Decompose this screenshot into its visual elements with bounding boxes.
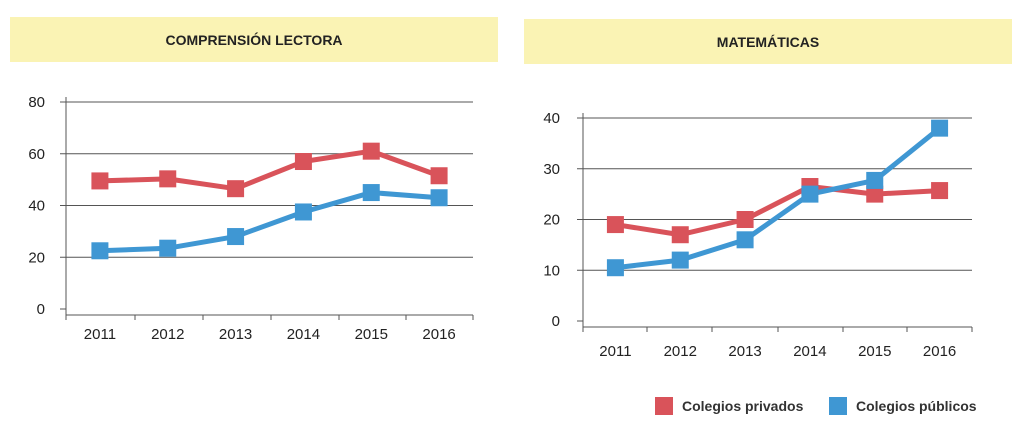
chart-title-comprension: COMPRENSIÓN LECTORA — [10, 17, 498, 62]
data-point-lectura-publicos-2013 — [227, 228, 245, 246]
data-point-mate-publicos-2015 — [866, 171, 884, 189]
legend-item-privados: Colegios privados — [655, 397, 803, 415]
data-point-mate-privados-2016 — [931, 182, 949, 200]
chart-title-matematicas: MATEMÁTICAS — [524, 19, 1012, 64]
xtick-label-lectura-2014: 2014 — [287, 326, 320, 343]
ytick-label-mate-20: 20 — [543, 212, 560, 229]
legend-item-publicos: Colegios públicos — [829, 397, 977, 415]
data-point-mate-publicos-2016 — [931, 119, 949, 137]
xtick-label-lectura-2015: 2015 — [355, 326, 388, 343]
ytick-label-lectura-20: 20 — [28, 249, 45, 266]
xtick-label-lectura-2012: 2012 — [151, 326, 184, 343]
data-point-lectura-privados-2013 — [227, 180, 245, 198]
ytick-label-mate-10: 10 — [543, 262, 560, 279]
data-point-mate-publicos-2012 — [671, 251, 689, 269]
data-point-mate-privados-2013 — [736, 211, 754, 228]
ytick-label-lectura-80: 80 — [28, 94, 45, 111]
xtick-label-mate-2016: 2016 — [923, 343, 956, 360]
data-point-lectura-publicos-2012 — [159, 239, 177, 257]
ytick-label-lectura-60: 60 — [28, 146, 45, 163]
data-point-mate-publicos-2011 — [606, 259, 624, 277]
series-line-mate-publicos — [615, 126, 942, 271]
data-point-lectura-privados-2012 — [159, 170, 177, 188]
data-point-mate-publicos-2013 — [736, 231, 754, 249]
data-point-mate-privados-2011 — [606, 216, 624, 234]
data-point-lectura-privados-2011 — [91, 172, 109, 190]
legend-label-publicos: Colegios públicos — [856, 398, 977, 414]
data-point-lectura-publicos-2015 — [362, 184, 380, 202]
series-line-lectura-publicos — [99, 190, 440, 254]
ytick-label-lectura-40: 40 — [28, 198, 45, 215]
data-point-mate-privados-2015 — [866, 185, 884, 203]
xtick-label-mate-2013: 2013 — [728, 343, 761, 360]
xtick-label-mate-2011: 2011 — [599, 343, 631, 360]
ytick-label-mate-30: 30 — [543, 161, 560, 178]
legend-swatch-publicos — [829, 397, 847, 415]
data-point-mate-publicos-2014 — [801, 185, 819, 203]
data-point-lectura-privados-2015 — [362, 142, 380, 160]
ytick-label-mate-0: 0 — [552, 313, 560, 330]
xtick-label-mate-2012: 2012 — [664, 343, 697, 360]
data-point-lectura-publicos-2011 — [91, 242, 109, 260]
data-point-lectura-privados-2014 — [294, 153, 312, 171]
series-line-mate-privados — [615, 184, 940, 238]
xtick-label-mate-2015: 2015 — [858, 343, 891, 360]
legend-label-privados: Colegios privados — [682, 398, 804, 414]
data-point-lectura-publicos-2016 — [430, 189, 448, 207]
xtick-label-lectura-2013: 2013 — [219, 326, 252, 343]
ytick-label-mate-40: 40 — [543, 110, 560, 127]
data-point-lectura-privados-2016 — [430, 167, 448, 185]
ytick-label-lectura-0: 0 — [37, 301, 45, 318]
xtick-label-lectura-2016: 2016 — [422, 326, 455, 343]
legend-swatch-privados — [655, 397, 673, 415]
xtick-label-lectura-2011: 2011 — [84, 326, 116, 343]
series-line-lectura-privados — [99, 148, 440, 192]
data-point-lectura-publicos-2014 — [294, 203, 312, 221]
xtick-label-mate-2014: 2014 — [793, 343, 826, 360]
data-point-mate-privados-2012 — [671, 226, 689, 244]
